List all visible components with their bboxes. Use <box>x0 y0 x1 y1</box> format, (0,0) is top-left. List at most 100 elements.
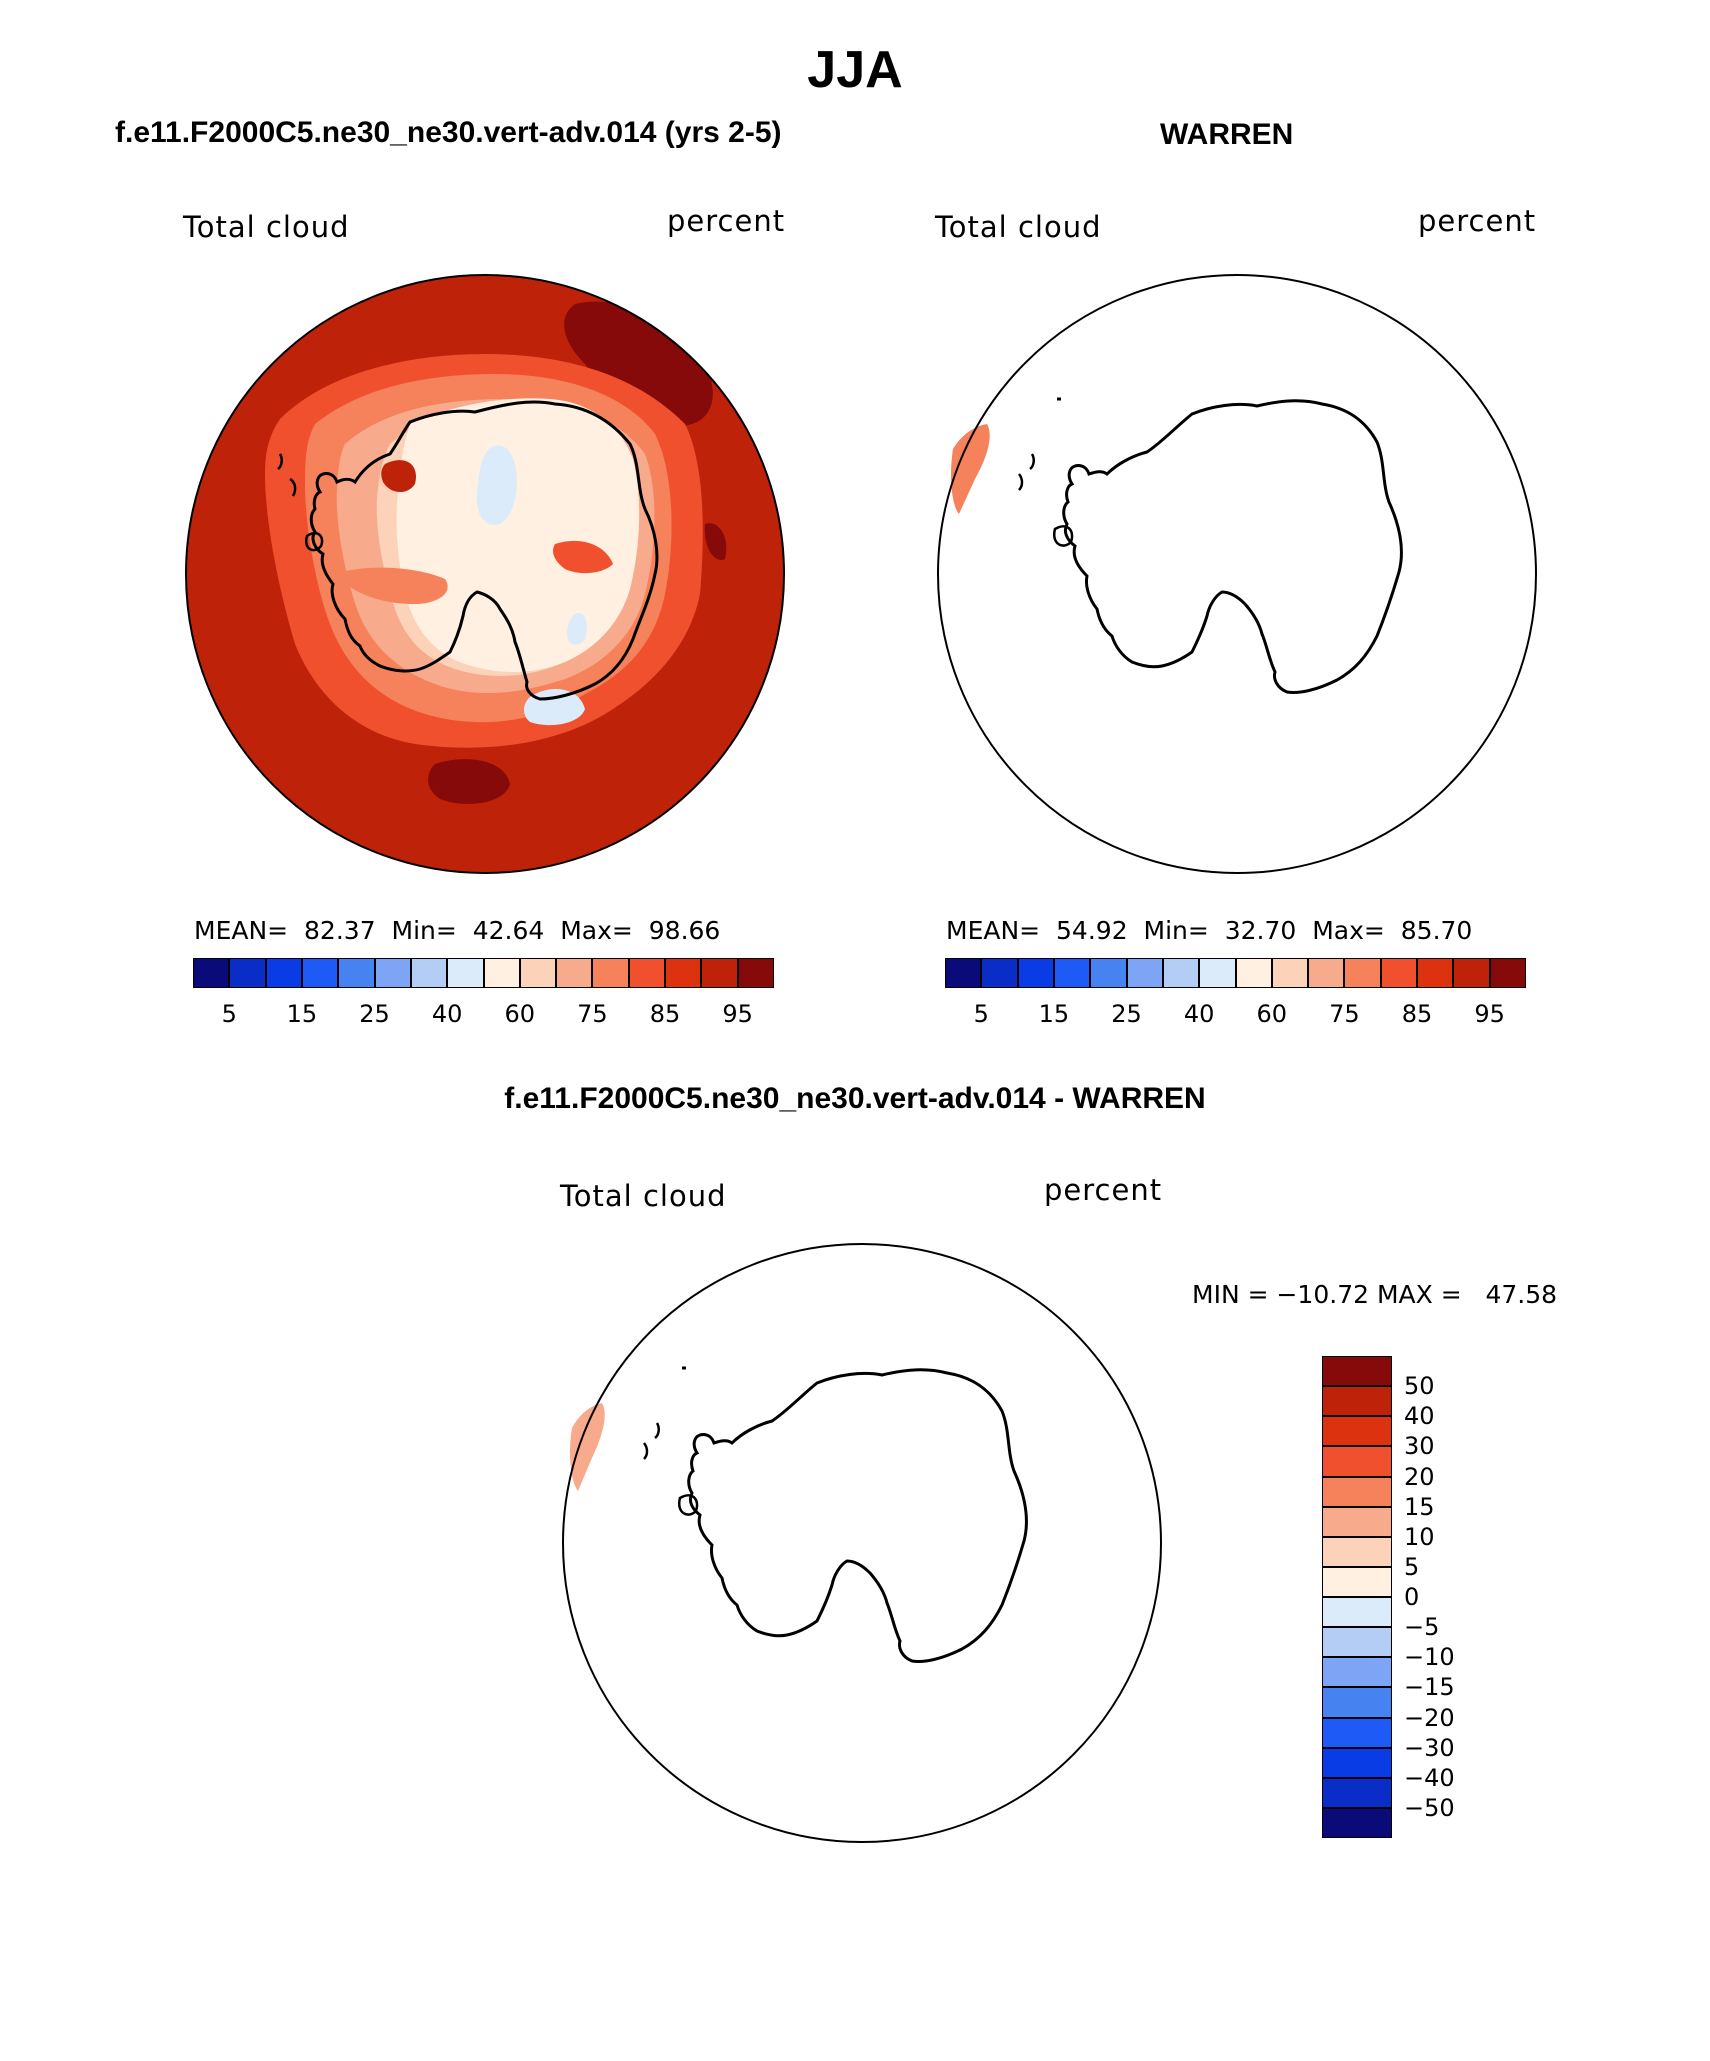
diff-colorbar-box <box>1322 1416 1392 1447</box>
left-units-label: percent <box>667 204 786 238</box>
left-mean-label: MEAN= <box>194 916 289 945</box>
main-title: JJA <box>807 41 903 99</box>
left-colorbar-tick-label: 60 <box>504 1000 536 1028</box>
diff-colorbar-tick-label: 5 <box>1404 1552 1420 1581</box>
right-colorbar-box <box>1053 958 1091 988</box>
diff-colorbar-box <box>1322 1386 1392 1417</box>
left-colorbar-tick-label: 15 <box>286 1000 318 1028</box>
right-colorbar-tick-label: 95 <box>1474 1000 1505 1028</box>
left-colorbar-box <box>447 958 484 988</box>
left-mean-value: 82.37 <box>304 916 376 945</box>
right-colorbar-box <box>1126 958 1163 988</box>
left-colorbar-tick-label: 25 <box>359 1000 390 1028</box>
right-mean-label: MEAN= <box>946 916 1041 945</box>
left-panel-header: f.e11.F2000C5.ne30_ne30.vert-adv.014 (yr… <box>115 116 782 149</box>
left-colorbar-box <box>519 958 557 988</box>
right-colorbar-box <box>945 958 982 988</box>
diff-colorbar-box <box>1322 1506 1392 1537</box>
right-colorbar-ticks: 5 15 25 40 60 75 85 95 <box>945 1000 1526 1030</box>
right-colorbar-box <box>1344 958 1381 988</box>
diff-colorbar-box <box>1322 1627 1392 1658</box>
right-colorbar <box>945 958 1526 988</box>
left-colorbar-box <box>737 958 774 988</box>
diff-variable-label: Total cloud <box>560 1179 727 1213</box>
diff-colorbar-box <box>1322 1356 1392 1387</box>
right-map-patch <box>951 424 990 514</box>
left-max-value: 98.66 <box>648 916 721 945</box>
left-colorbar-box <box>483 958 520 988</box>
left-colorbar-box <box>229 958 266 988</box>
right-colorbar-tick-label: 25 <box>1111 1000 1142 1028</box>
difference-colorbar-ticks: 50 40 30 20 15 10 5 0 −5 −10 −15 −20 −30 −40 −50 <box>1404 1356 1484 1838</box>
right-colorbar-box <box>1017 958 1054 988</box>
right-colorbar-box <box>1417 958 1454 988</box>
right-variable-label: Total cloud <box>935 210 1102 244</box>
right-max-value: 85.70 <box>1400 916 1473 945</box>
right-colorbar-tick-label: 5 <box>973 1000 989 1028</box>
left-colorbar-tick-label: 5 <box>221 1000 237 1028</box>
diff-minmax: MIN = −10.72 MAX = 47.58 <box>1192 1280 1558 1309</box>
right-polar-map <box>937 274 1537 874</box>
left-colorbar-tick-label: 75 <box>577 1000 608 1028</box>
diff-colorbar-box <box>1322 1476 1392 1507</box>
right-colorbar-box <box>981 958 1018 988</box>
left-min-value: 42.64 <box>472 916 545 945</box>
diff-colorbar-box <box>1322 1807 1392 1838</box>
diff-colorbar-tick-label: 15 <box>1404 1492 1435 1521</box>
difference-colorbar <box>1322 1356 1392 1838</box>
left-colorbar-box <box>301 958 339 988</box>
diff-map-patch <box>570 1403 605 1491</box>
left-colorbar-box <box>374 958 411 988</box>
diff-colorbar-tick-label: 20 <box>1404 1462 1435 1491</box>
left-colorbar-box <box>265 958 302 988</box>
diff-colorbar-tick-label: 30 <box>1404 1432 1435 1461</box>
right-colorbar-tick-label: 85 <box>1401 1000 1433 1028</box>
diff-colorbar-box <box>1322 1687 1392 1718</box>
left-min-label: Min= <box>391 916 457 945</box>
diff-colorbar-tick-label: −15 <box>1404 1673 1455 1702</box>
diff-colorbar-tick-label: 50 <box>1404 1372 1435 1401</box>
left-colorbar-box <box>193 958 230 988</box>
right-colorbar-box <box>1271 958 1309 988</box>
right-max-label: Max= <box>1312 916 1385 945</box>
diff-colorbar-tick-label: −50 <box>1404 1793 1455 1822</box>
diff-colorbar-tick-label: 0 <box>1404 1583 1420 1611</box>
left-map-fill <box>186 275 784 873</box>
left-colorbar-box <box>410 958 448 988</box>
right-colorbar-box <box>1308 958 1345 988</box>
left-stats: MEAN= 82.37 Min= 42.64 Max= 98.66 <box>194 916 720 945</box>
diff-colorbar-box <box>1322 1536 1392 1567</box>
diff-colorbar-box <box>1322 1446 1392 1477</box>
right-colorbar-box <box>1380 958 1418 988</box>
diff-colorbar-box <box>1322 1566 1392 1597</box>
right-colorbar-box <box>1489 958 1526 988</box>
diff-colorbar-box <box>1322 1777 1392 1808</box>
right-colorbar-tick-label: 75 <box>1329 1000 1360 1028</box>
right-panel-header: WARREN <box>1160 118 1294 151</box>
right-colorbar-box <box>1199 958 1236 988</box>
left-colorbar-box <box>338 958 375 988</box>
difference-panel-header: f.e11.F2000C5.ne30_ne30.vert-adv.014 - W… <box>504 1082 1206 1115</box>
right-colorbar-tick-label: 60 <box>1256 1000 1288 1028</box>
right-min-label: Min= <box>1143 916 1209 945</box>
diff-colorbar-tick-label: 40 <box>1404 1402 1435 1431</box>
diff-colorbar-box <box>1322 1597 1392 1628</box>
difference-polar-map <box>562 1243 1162 1843</box>
right-mean-value: 54.92 <box>1056 916 1128 945</box>
right-min-value: 32.70 <box>1224 916 1297 945</box>
left-colorbar-box <box>628 958 666 988</box>
diff-colorbar-box <box>1322 1747 1392 1778</box>
right-colorbar-tick-label: 15 <box>1038 1000 1070 1028</box>
right-stats: MEAN= 54.92 Min= 32.70 Max= 85.70 <box>946 916 1472 945</box>
diff-colorbar-tick-label: −20 <box>1404 1703 1455 1732</box>
left-colorbar-tick-label: 40 <box>431 1000 463 1028</box>
right-colorbar-box <box>1162 958 1200 988</box>
left-colorbar-box <box>592 958 629 988</box>
right-colorbar-box <box>1235 958 1272 988</box>
diff-colorbar-tick-label: −30 <box>1404 1733 1455 1762</box>
right-colorbar-box <box>1090 958 1127 988</box>
diff-colorbar-tick-label: 10 <box>1404 1522 1435 1551</box>
diff-colorbar-box <box>1322 1657 1392 1688</box>
left-colorbar-box <box>665 958 702 988</box>
left-colorbar-box <box>701 958 738 988</box>
